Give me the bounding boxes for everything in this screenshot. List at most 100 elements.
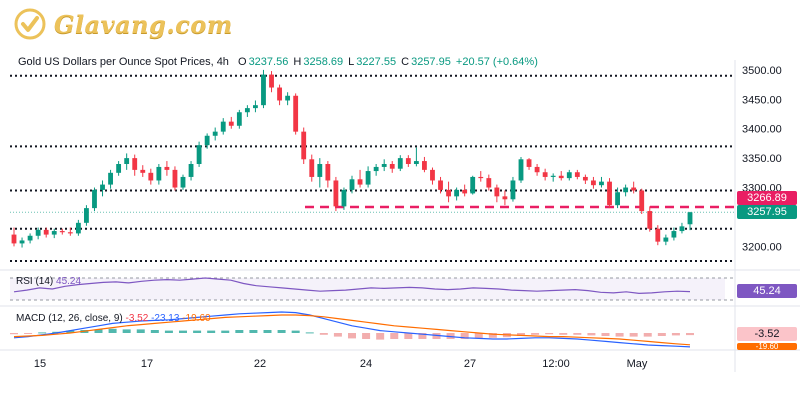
macd-hist-badge: -3.52 bbox=[737, 327, 797, 341]
macd-histogram-bar bbox=[615, 333, 624, 337]
candle-body bbox=[108, 172, 113, 185]
candle-body bbox=[486, 178, 492, 188]
candle-body bbox=[454, 189, 460, 197]
macd-histogram-bar bbox=[221, 330, 230, 333]
candle-body bbox=[269, 74, 274, 88]
candle-body bbox=[405, 158, 411, 164]
candle-body bbox=[341, 189, 347, 207]
candle-body bbox=[156, 166, 162, 181]
candle-body bbox=[236, 112, 242, 126]
candle-body bbox=[389, 164, 395, 169]
candle-body bbox=[164, 166, 170, 170]
candle-body bbox=[124, 158, 130, 164]
time-axis-label: 24 bbox=[360, 358, 372, 370]
candle-body bbox=[309, 159, 315, 177]
candle-body bbox=[285, 95, 291, 101]
level-price-badge: 3266.89 bbox=[737, 191, 797, 205]
candle-body bbox=[100, 184, 105, 190]
candle-body bbox=[599, 181, 604, 186]
candle-body bbox=[212, 131, 218, 136]
candle-body bbox=[365, 171, 371, 185]
candle-body bbox=[301, 131, 307, 160]
candle-body bbox=[534, 166, 540, 173]
rsi-line bbox=[13, 277, 691, 295]
macd-histogram-bar bbox=[348, 333, 356, 339]
candle-body bbox=[397, 158, 403, 169]
macd-line-value: -23.13 bbox=[151, 313, 180, 324]
candle-body bbox=[510, 180, 516, 200]
price-tick-label: 3350.00 bbox=[742, 153, 782, 165]
candle-body bbox=[277, 87, 282, 101]
macd-histogram-bar bbox=[263, 330, 272, 333]
candle-body bbox=[558, 175, 564, 179]
macd-histogram-bar bbox=[136, 329, 145, 333]
macd-histogram-bar bbox=[559, 333, 568, 335]
macd-histogram-bar bbox=[38, 332, 47, 334]
macd-histogram-bar bbox=[404, 333, 413, 339]
candle-body bbox=[526, 159, 532, 167]
close-label: C bbox=[401, 56, 410, 68]
rsi-label: RSI (14) bbox=[16, 276, 54, 287]
candle-body bbox=[381, 164, 387, 167]
candle-body bbox=[438, 180, 443, 190]
rsi-label-group[interactable]: RSI (14) 45.24 bbox=[16, 276, 81, 287]
candle-body bbox=[172, 169, 178, 188]
rsi-value-badge: 45.24 bbox=[737, 284, 797, 298]
macd-histogram-bar bbox=[460, 333, 469, 339]
macd-label-group[interactable]: MACD (12, 26, close, 9) -3.52 -23.13 -19… bbox=[16, 313, 211, 324]
macd-histogram-bar bbox=[10, 333, 18, 335]
open-label: O bbox=[238, 56, 247, 68]
macd-histogram-bar bbox=[277, 330, 286, 333]
macd-histogram-bar bbox=[94, 329, 103, 333]
candle-body bbox=[631, 187, 637, 191]
time-axis-label: May bbox=[627, 358, 648, 370]
candle-body bbox=[325, 164, 331, 181]
high-label: H bbox=[293, 56, 302, 68]
candle-body bbox=[655, 228, 661, 242]
macd-histogram-bar bbox=[122, 329, 131, 333]
last-price-badge: 3257.95 bbox=[737, 205, 797, 219]
macd-histogram-bar bbox=[249, 330, 258, 333]
candle-body bbox=[228, 121, 234, 126]
macd-signal-line bbox=[13, 314, 691, 346]
macd-histogram-bar bbox=[643, 333, 652, 337]
time-axis-label: 22 bbox=[254, 358, 266, 370]
macd-histogram-bar bbox=[629, 333, 638, 337]
candle-body bbox=[349, 179, 355, 190]
macd-histogram-bar bbox=[601, 333, 610, 336]
candle-body bbox=[317, 164, 323, 177]
macd-line bbox=[13, 311, 691, 348]
macd-histogram-bar bbox=[587, 333, 596, 336]
macd-label: MACD (12, 26, close, 9) bbox=[16, 313, 123, 324]
price-tick-label: 3500.00 bbox=[742, 65, 782, 77]
candle-body bbox=[244, 108, 250, 113]
candle-body bbox=[116, 164, 122, 173]
candle-body bbox=[422, 161, 427, 170]
macd-histogram-bar bbox=[573, 333, 582, 335]
macd-histogram-bar bbox=[418, 333, 427, 339]
brand-logo[interactable]: Glavang.com bbox=[14, 8, 232, 42]
macd-histogram-bar bbox=[66, 330, 75, 333]
gold-coin-icon bbox=[14, 8, 46, 40]
macd-histogram-bar bbox=[319, 333, 328, 335]
candle-body bbox=[43, 229, 49, 235]
candle-body bbox=[204, 135, 210, 146]
macd-histogram-bar bbox=[545, 333, 554, 335]
candle-body bbox=[470, 176, 476, 194]
candle-body bbox=[140, 169, 146, 173]
candle-body bbox=[261, 74, 266, 106]
candle-body bbox=[333, 180, 339, 207]
candle-body bbox=[550, 175, 556, 177]
candle-body bbox=[494, 187, 500, 197]
candle-body bbox=[35, 229, 41, 236]
candle-body bbox=[373, 166, 379, 172]
macd-histogram-bar bbox=[291, 330, 300, 333]
macd-histogram-bar bbox=[376, 333, 385, 340]
candle-body bbox=[84, 208, 89, 223]
low-value: 3227.55 bbox=[356, 56, 397, 68]
macd-histogram-bar bbox=[164, 330, 173, 333]
macd-signal-badge: -19.60 bbox=[737, 343, 797, 350]
candle-body bbox=[51, 231, 57, 235]
macd-histogram-bar bbox=[108, 328, 117, 333]
